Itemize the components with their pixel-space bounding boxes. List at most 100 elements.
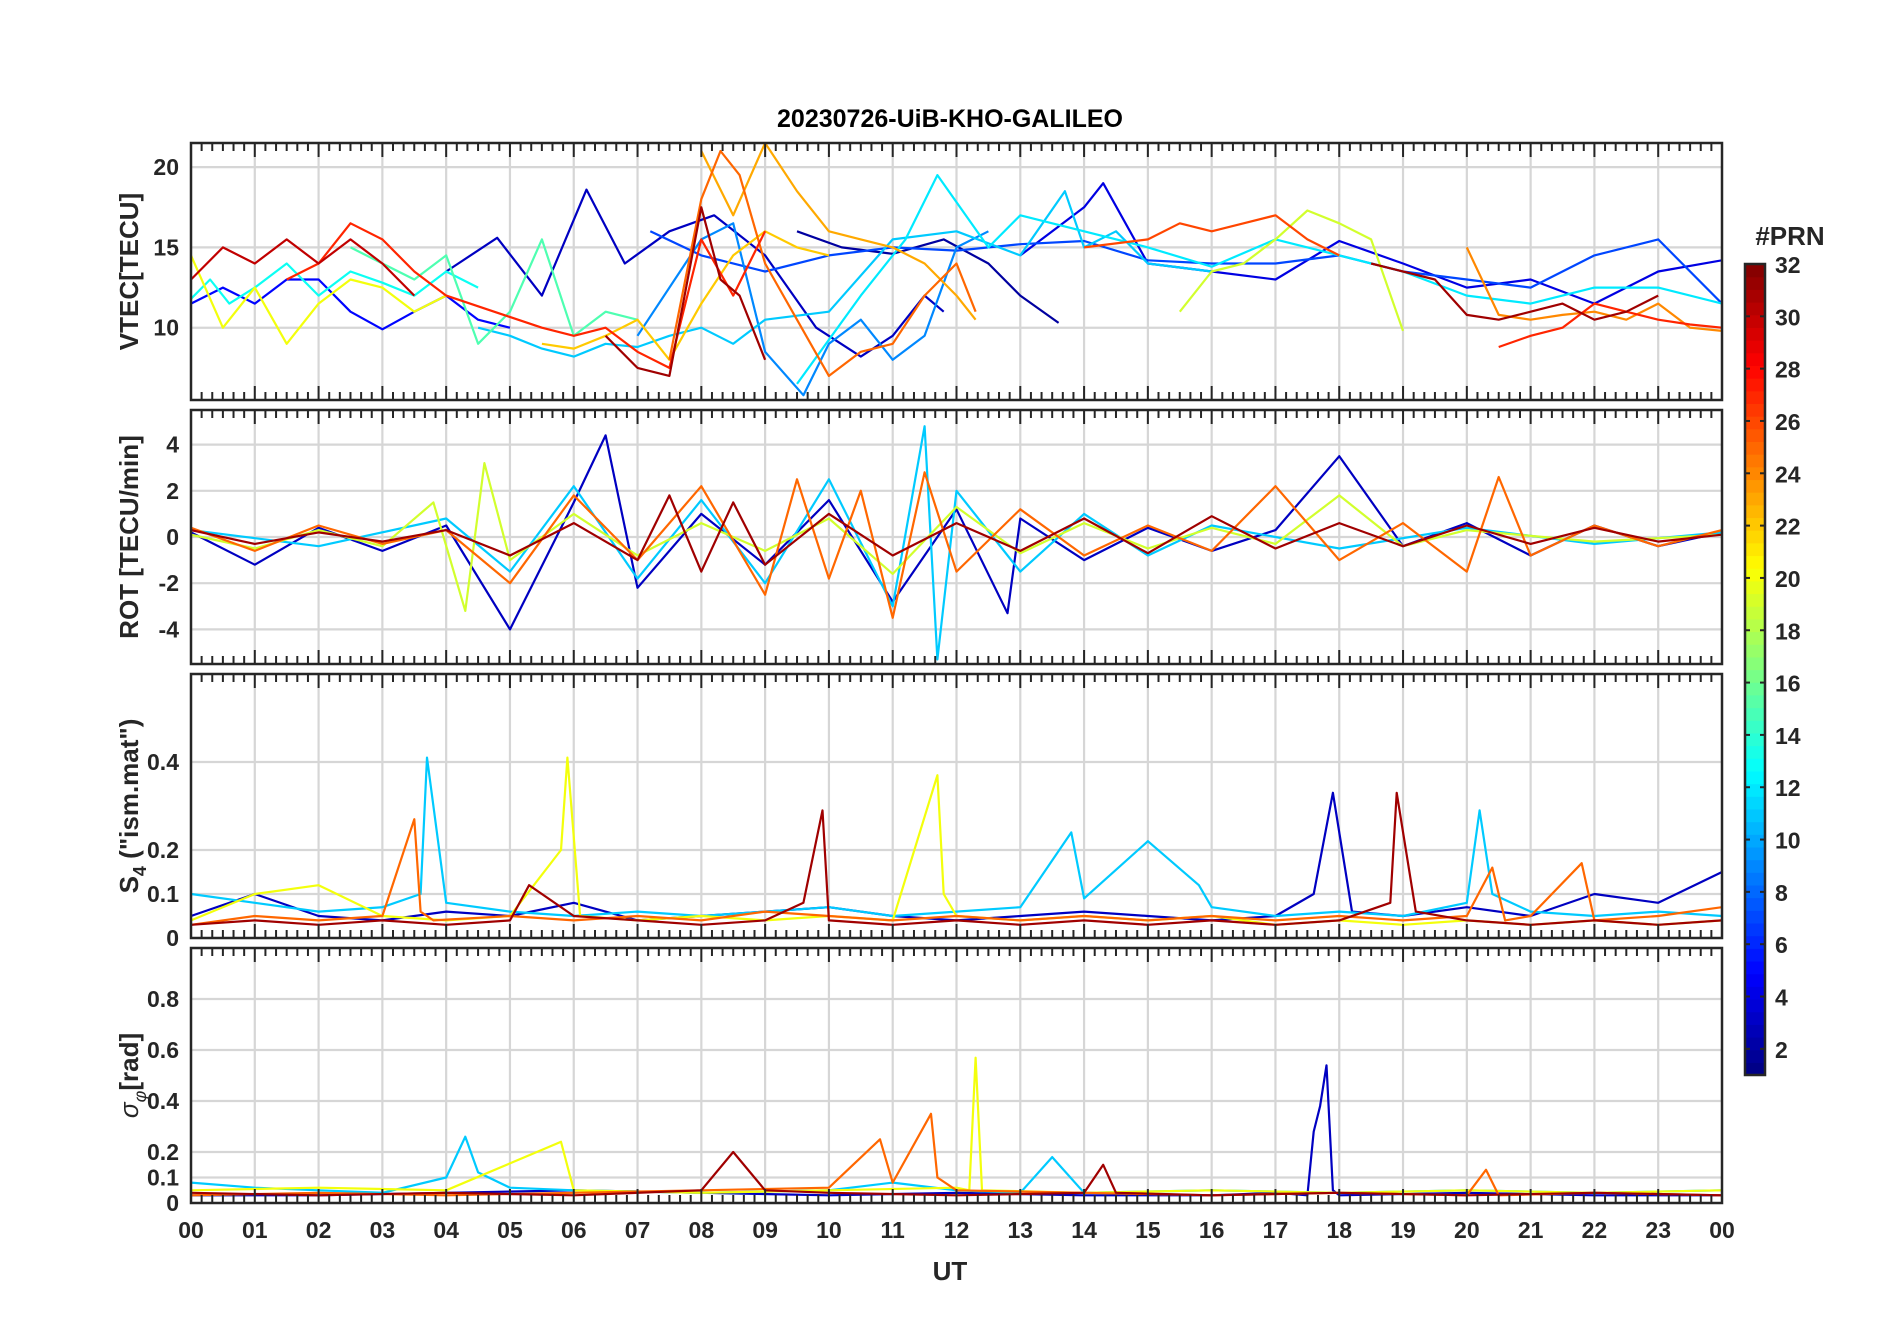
series-line-prn-3 xyxy=(445,188,945,358)
colorbar-segment xyxy=(1745,390,1765,404)
series-line-prn-3 xyxy=(191,791,1722,922)
colorbar-segment xyxy=(1745,479,1765,493)
y-tick-label: 0.2 xyxy=(147,837,179,863)
y-axis-title: S4 ("ism.mat") xyxy=(114,719,150,894)
colorbar-segment xyxy=(1745,707,1765,721)
colorbar-segment xyxy=(1745,872,1765,886)
colorbar-segment xyxy=(1745,960,1765,975)
colorbar-tick-label: 16 xyxy=(1775,671,1801,697)
colorbar-tick-label: 4 xyxy=(1775,985,1788,1011)
colorbar-segment xyxy=(1745,1062,1765,1076)
series-line-prn-27 xyxy=(286,222,767,369)
colorbar-segment xyxy=(1745,606,1765,620)
colorbar-segment xyxy=(1745,694,1765,709)
x-tick-label: 13 xyxy=(1007,1217,1033,1243)
series-line-prn-31 xyxy=(191,494,1722,573)
colorbar-tick-label: 8 xyxy=(1775,880,1788,906)
panel-rot: -4 -2 0 2 4 ROT [TECU/min] xyxy=(114,408,1724,666)
colorbar-segment xyxy=(1745,593,1765,607)
colorbar-segment xyxy=(1745,720,1765,734)
series-group xyxy=(191,425,1722,661)
colorbar-segment xyxy=(1745,796,1765,810)
colorbar-tick-label: 26 xyxy=(1775,409,1801,435)
y-axis-title: VTEC[TECU] xyxy=(114,193,144,350)
y-tick-label: 15 xyxy=(153,234,179,260)
colorbar-tick-label: 32 xyxy=(1775,252,1801,278)
colorbar-segment xyxy=(1745,504,1765,519)
x-tick-label: 04 xyxy=(433,1217,459,1243)
series-line-prn-25 xyxy=(191,471,1722,619)
colorbar-tick-label: 30 xyxy=(1775,304,1801,330)
x-tick-label: 09 xyxy=(752,1217,778,1243)
y-tick-label: 10 xyxy=(153,315,179,341)
x-tick-label: 19 xyxy=(1390,1217,1416,1243)
x-tick-label: 03 xyxy=(370,1217,396,1243)
colorbar-segment xyxy=(1745,656,1765,671)
colorbar-segment xyxy=(1745,1011,1765,1025)
y-tick-label: 0.8 xyxy=(147,986,179,1012)
colorbar-segment xyxy=(1745,492,1765,506)
series-group xyxy=(191,756,1722,926)
colorbar-segment xyxy=(1745,340,1765,354)
x-tick-label: 12 xyxy=(944,1217,970,1243)
x-tick-label: 22 xyxy=(1582,1217,1608,1243)
series-line-prn-4 xyxy=(1019,182,1722,305)
series-line-prn-19 xyxy=(191,462,1722,612)
colorbar-segment xyxy=(1745,428,1765,443)
colorbar-tick-label: 28 xyxy=(1775,357,1801,383)
colorbar-segment xyxy=(1745,378,1765,392)
series-line-prn-25 xyxy=(191,818,1722,926)
colorbar-segment xyxy=(1745,821,1765,835)
colorbar-segment xyxy=(1745,302,1765,316)
colorbar-segment xyxy=(1745,922,1765,937)
x-tick-label: 23 xyxy=(1645,1217,1671,1243)
x-tick-label: 15 xyxy=(1135,1217,1161,1243)
colorbar-segment xyxy=(1745,758,1765,772)
colorbar-title: #PRN xyxy=(1755,221,1824,251)
y-tick-label: 0 xyxy=(166,1190,179,1216)
y-tick-label: 0 xyxy=(166,925,179,951)
y-tick-label: 0.4 xyxy=(147,1088,179,1114)
x-tick-label: 18 xyxy=(1326,1217,1352,1243)
y-tick-label: -4 xyxy=(159,616,180,642)
colorbar-segment xyxy=(1745,276,1765,290)
colorbar-segment xyxy=(1745,732,1765,747)
colorbar-segment xyxy=(1745,631,1765,645)
panel-frame xyxy=(189,946,1724,1205)
colorbar-segment xyxy=(1745,948,1765,962)
colorbar-segment xyxy=(1745,618,1765,633)
colorbar-tick-label: 20 xyxy=(1775,566,1801,592)
x-tick-label: 16 xyxy=(1199,1217,1225,1243)
colorbar-segment xyxy=(1745,352,1765,366)
colorbar-segment xyxy=(1745,416,1765,430)
colorbar-segment xyxy=(1745,517,1765,531)
series-line-prn-25 xyxy=(668,149,977,377)
y-axis-title: σφ[rad] xyxy=(114,1033,150,1118)
panel-sigma_phi: 00.10.2 0.4 0.6 0.8 σφ[rad] xyxy=(114,946,1724,1216)
colorbar-segment xyxy=(1745,910,1765,924)
colorbar-tick-label: 22 xyxy=(1775,514,1801,540)
panel-s4: 0 0.1 0.2 0.4S4 ("ism.mat") xyxy=(114,672,1724,951)
colorbar-tick-label: 14 xyxy=(1775,723,1801,749)
series-line-prn-31 xyxy=(191,791,1722,926)
x-tick-label: 05 xyxy=(497,1217,523,1243)
x-axis-title: UT xyxy=(933,1256,968,1286)
series-line-prn-30 xyxy=(191,238,416,297)
series-line-prn-19 xyxy=(1178,209,1405,332)
series-line-prn-31 xyxy=(1370,262,1659,321)
colorbar-segment xyxy=(1745,568,1765,582)
panel-vtec: 10 15 20 VTEC[TECU] xyxy=(114,141,1724,402)
x-tick-label: 00 xyxy=(178,1217,204,1243)
colorbar-segment xyxy=(1745,264,1765,278)
x-tick-label: 08 xyxy=(689,1217,715,1243)
panel-frame xyxy=(189,408,1724,666)
colorbar-segment xyxy=(1745,973,1765,987)
colorbar-segment xyxy=(1745,846,1765,861)
x-tick-label: 14 xyxy=(1071,1217,1097,1243)
series-line-prn-20 xyxy=(191,254,447,345)
colorbar-segment xyxy=(1745,441,1765,455)
colorbar-segment xyxy=(1745,745,1765,759)
y-tick-label: 0.1 xyxy=(147,881,179,907)
